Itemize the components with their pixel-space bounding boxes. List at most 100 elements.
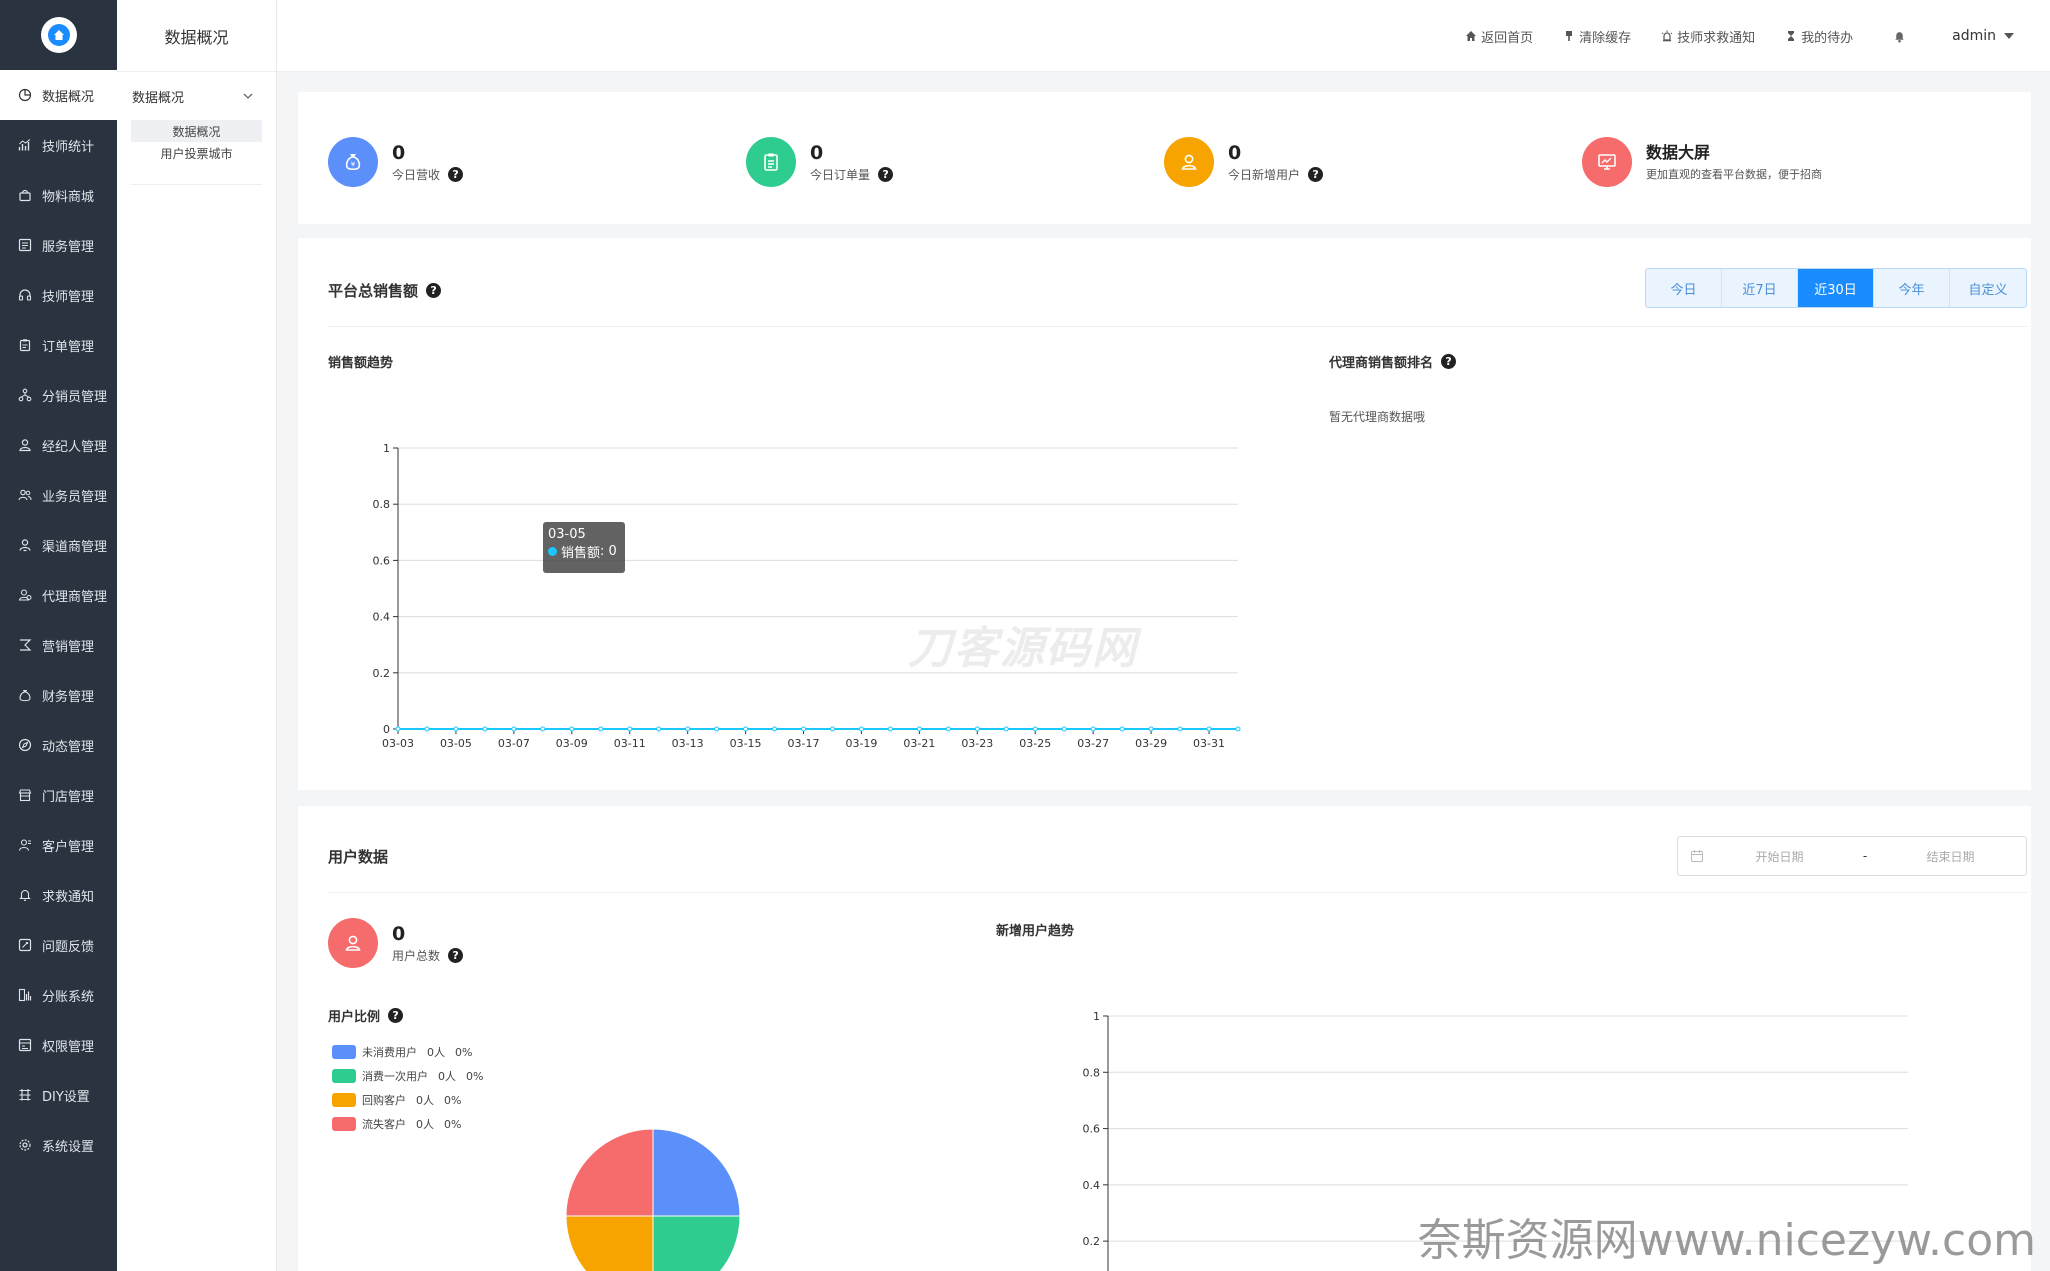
clear-cache-label: 清除缓存	[1579, 30, 1632, 46]
help-icon[interactable]: ?	[878, 166, 894, 182]
sidebar-item-16[interactable]: 求救通知	[0, 870, 117, 920]
sales-title: 平台总销售额	[328, 282, 419, 300]
sidebar-item-9[interactable]: 渠道商管理	[0, 520, 117, 570]
subnav-item-overview[interactable]: 数据概况	[131, 120, 262, 142]
sidebar-item-17[interactable]: 问题反馈	[0, 920, 117, 970]
sidebar-item-label: 代理商管理	[42, 589, 108, 605]
new-user-trend-title: 新增用户趋势	[996, 924, 1075, 939]
legend-item[interactable]: 回购客户 0人 0%	[332, 1092, 461, 1108]
sidebar-item-11[interactable]: 营销管理	[0, 620, 117, 670]
headset-icon	[16, 288, 34, 302]
sales-data-point	[656, 726, 662, 732]
sidebar-item-0[interactable]: 数据概况	[0, 70, 117, 120]
back-home-link[interactable]: 返回首页	[1465, 27, 1533, 46]
help-icon[interactable]: ?	[1308, 166, 1324, 182]
watermark: 刀客源码网	[908, 623, 1138, 674]
tab-today[interactable]: 今日	[1646, 269, 1722, 307]
sidebar-item-3[interactable]: 服务管理	[0, 220, 117, 270]
sidebar-item-20[interactable]: DIY设置	[0, 1070, 117, 1120]
legend-item[interactable]: 未消费用户 0人 0%	[332, 1044, 472, 1060]
back-home-label: 返回首页	[1481, 30, 1534, 46]
stat-value: 0	[392, 922, 406, 945]
compass-icon	[16, 738, 34, 752]
sidebar-item-7[interactable]: 经纪人管理	[0, 420, 117, 470]
sales-data-point	[1206, 726, 1212, 732]
sales-data-point	[1119, 726, 1125, 732]
clear-cache-link[interactable]: 清除缓存	[1563, 27, 1631, 46]
sidebar-item-2[interactable]: 物料商城	[0, 170, 117, 220]
tab-this-year[interactable]: 今年	[1874, 269, 1950, 307]
sales-section-title: 平台总销售额 ?	[328, 280, 442, 301]
help-icon[interactable]: ?	[426, 283, 442, 298]
legend-count: 0人	[416, 1118, 434, 1131]
sales-data-point	[829, 726, 835, 732]
sidebar-item-14[interactable]: 门店管理	[0, 770, 117, 820]
gear-icon	[16, 1138, 34, 1152]
user-ratio-pie-chart[interactable]	[563, 1126, 743, 1271]
sidebar-item-label: DIY设置	[42, 1089, 90, 1105]
sidebar-item-1[interactable]: 技师统计	[0, 120, 117, 170]
sidebar-item-6[interactable]: 分销员管理	[0, 370, 117, 420]
my-todo-link[interactable]: 我的待办	[1785, 27, 1853, 46]
date-range-picker[interactable]: 开始日期 - 结束日期	[1677, 836, 2027, 876]
sales-trend-chart[interactable]: 0 0.2 0.4 0.6 0.8 1 03-03 03-05 03-07 03-09 03-11 0…	[348, 418, 1248, 758]
sidebar-item-label: 动态管理	[42, 739, 95, 755]
x-tick-label: 03-27	[1077, 737, 1109, 750]
sidebar-item-15[interactable]: 客户管理	[0, 820, 117, 870]
sidebar-item-5[interactable]: 订单管理	[0, 320, 117, 370]
broom-icon	[1566, 31, 1573, 41]
subnav-group-label: 数据概况	[132, 90, 185, 106]
y-tick-label: 0.6	[373, 554, 391, 567]
sub-sidebar: 数据概况 数据概况 数据概况 用户投票城市	[117, 0, 277, 1271]
logo[interactable]	[0, 0, 117, 70]
subnav-item-vote-city[interactable]: 用户投票城市	[160, 146, 233, 161]
sales-data-point	[714, 726, 720, 732]
sidebar-item-label: 渠道商管理	[42, 539, 108, 555]
tech-sos-label: 技师求救通知	[1677, 30, 1756, 46]
sidebar-item-4[interactable]: 技师管理	[0, 270, 117, 320]
sidebar-item-8[interactable]: 业务员管理	[0, 470, 117, 520]
help-icon[interactable]: ?	[388, 1008, 404, 1023]
tab-last-30-days[interactable]: 近30日	[1798, 269, 1874, 307]
data-screen-link[interactable]: 数据大屏 更加直观的查看平台数据，便于招商	[1582, 137, 1822, 187]
tab-last-7-days[interactable]: 近7日	[1722, 269, 1798, 307]
help-icon[interactable]: ?	[448, 947, 464, 963]
sales-data-point	[627, 726, 633, 732]
sales-data-point	[424, 726, 430, 732]
tab-custom[interactable]: 自定义	[1950, 269, 2026, 307]
legend-count: 0人	[438, 1070, 456, 1083]
legend-count: 0人	[427, 1046, 445, 1059]
legend-item[interactable]: 消费一次用户 0人 0%	[332, 1068, 483, 1084]
start-date-input[interactable]: 开始日期	[1755, 849, 1804, 864]
x-tick-label: 03-23	[961, 737, 993, 750]
sidebar-item-12[interactable]: 财务管理	[0, 670, 117, 720]
x-tick-label: 03-07	[498, 737, 530, 750]
sales-data-point	[540, 726, 546, 732]
sidebar-item-10[interactable]: 代理商管理	[0, 570, 117, 620]
help-icon[interactable]: ?	[1441, 354, 1457, 369]
top-header: 返回首页 清除缓存 技师求救通知 我的待办 admin	[277, 0, 2050, 72]
notification-button[interactable]	[1893, 30, 1910, 43]
pie-slice	[565, 1215, 654, 1271]
agent-ranking-label: 代理商销售额排名	[1329, 356, 1434, 371]
x-tick-label: 03-09	[556, 737, 588, 750]
sidebar-item-18[interactable]: 分账系统	[0, 970, 117, 1020]
legend-count: 0人	[416, 1094, 434, 1107]
sidebar-item-13[interactable]: 动态管理	[0, 720, 117, 770]
sidebar-item-21[interactable]: 系统设置	[0, 1120, 117, 1170]
new-user-trend-chart[interactable]: 0.2 0.4 0.6 0.8 1	[1048, 996, 1948, 1271]
y-tick-label: 0.2	[373, 667, 391, 680]
legend-swatch	[332, 1117, 356, 1131]
user-menu[interactable]: admin	[1952, 28, 2014, 44]
legend-item[interactable]: 流失客户 0人 0%	[332, 1116, 461, 1132]
logo-circle	[40, 17, 77, 53]
subnav-group-toggle[interactable]: 数据概况	[117, 72, 276, 120]
help-icon[interactable]: ?	[448, 166, 464, 182]
x-tick-label: 03-17	[788, 737, 820, 750]
legend-swatch	[332, 1045, 356, 1059]
sidebar-item-19[interactable]: 权限管理	[0, 1020, 117, 1070]
legend-percent: 0%	[444, 1093, 462, 1107]
divider	[328, 892, 2027, 893]
end-date-input[interactable]: 结束日期	[1926, 849, 1975, 864]
tech-sos-link[interactable]: 技师求救通知	[1661, 27, 1755, 46]
